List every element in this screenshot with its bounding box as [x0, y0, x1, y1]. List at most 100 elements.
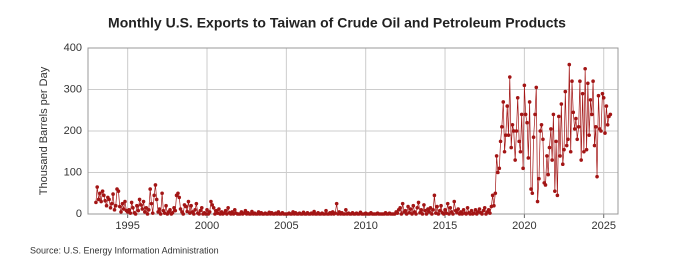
data-point	[164, 203, 168, 208]
data-point	[558, 154, 562, 158]
x-tick-label: 2020	[512, 220, 536, 232]
data-point	[172, 205, 176, 210]
data-point	[517, 139, 521, 144]
data-point	[211, 205, 216, 210]
data-point	[146, 208, 151, 212]
data-point	[608, 112, 613, 117]
data-point	[452, 199, 457, 204]
data-point	[428, 205, 433, 210]
data-point	[570, 79, 574, 83]
data-point	[416, 200, 421, 205]
data-point	[486, 208, 491, 212]
data-point	[600, 91, 605, 96]
data-point	[225, 212, 229, 216]
data-point	[523, 112, 528, 117]
data-point	[136, 208, 141, 213]
data-point	[563, 89, 568, 94]
data-point	[482, 205, 487, 210]
data-point	[94, 200, 98, 205]
data-point	[448, 205, 453, 210]
data-point	[112, 208, 117, 212]
data-point	[342, 212, 347, 216]
data-point	[410, 212, 414, 216]
data-point	[107, 197, 111, 202]
data-point	[153, 183, 158, 187]
data-point	[519, 112, 524, 117]
data-point	[514, 129, 519, 133]
data-point	[539, 122, 544, 127]
data-point	[411, 203, 416, 208]
data-point	[576, 125, 581, 129]
data-point	[403, 208, 408, 213]
data-point	[422, 203, 426, 207]
data-point	[324, 208, 328, 213]
data-point	[404, 212, 409, 216]
data-point	[553, 189, 557, 193]
data-point	[547, 145, 552, 150]
data-point	[554, 139, 558, 144]
data-point	[549, 127, 553, 131]
data-point	[344, 208, 348, 212]
data-point	[538, 129, 543, 133]
data-point	[527, 100, 532, 104]
data-point	[464, 212, 468, 216]
data-point	[473, 208, 478, 212]
data-point	[584, 147, 589, 152]
data-point	[515, 96, 520, 100]
data-point	[137, 197, 142, 202]
data-point	[98, 191, 102, 196]
data-point	[95, 185, 100, 189]
data-point	[423, 208, 428, 213]
series-line	[95, 64, 611, 216]
data-point	[431, 208, 435, 212]
data-point	[529, 187, 533, 191]
data-point	[579, 158, 583, 162]
data-point	[119, 210, 123, 214]
data-point	[596, 93, 601, 98]
data-point	[232, 208, 237, 212]
data-point	[176, 191, 180, 196]
data-point	[128, 211, 133, 215]
data-point	[184, 204, 188, 209]
data-point	[572, 127, 577, 131]
x-tick-label: 2000	[195, 220, 219, 232]
data-point	[186, 199, 191, 204]
data-point	[198, 208, 203, 213]
data-point	[160, 191, 164, 196]
data-point	[492, 203, 496, 208]
data-point	[559, 102, 564, 106]
data-point	[593, 125, 598, 129]
data-point	[535, 199, 540, 204]
data-point	[143, 210, 147, 214]
data-point	[243, 208, 248, 213]
data-point	[181, 212, 186, 216]
data-point	[445, 201, 450, 206]
data-point	[111, 192, 115, 196]
data-point	[582, 149, 586, 154]
data-point	[110, 201, 114, 206]
x-tick-label: 2010	[353, 220, 377, 232]
data-point	[168, 208, 172, 212]
data-point	[605, 122, 610, 127]
data-point	[513, 158, 517, 162]
data-point	[580, 91, 585, 96]
data-point	[177, 195, 182, 200]
data-point	[507, 75, 512, 79]
data-point	[139, 203, 143, 207]
data-point	[135, 203, 139, 208]
data-point	[398, 205, 402, 210]
data-point	[108, 205, 113, 210]
data-point	[493, 191, 498, 196]
data-point	[465, 205, 470, 210]
data-point	[571, 110, 576, 115]
data-point	[154, 197, 159, 202]
data-point	[511, 129, 516, 133]
y-tick-label: 300	[64, 83, 82, 95]
data-point	[145, 212, 150, 216]
data-point	[537, 176, 541, 181]
data-point	[590, 112, 594, 117]
data-point	[574, 116, 578, 121]
data-point	[525, 120, 529, 125]
data-point	[436, 212, 441, 216]
